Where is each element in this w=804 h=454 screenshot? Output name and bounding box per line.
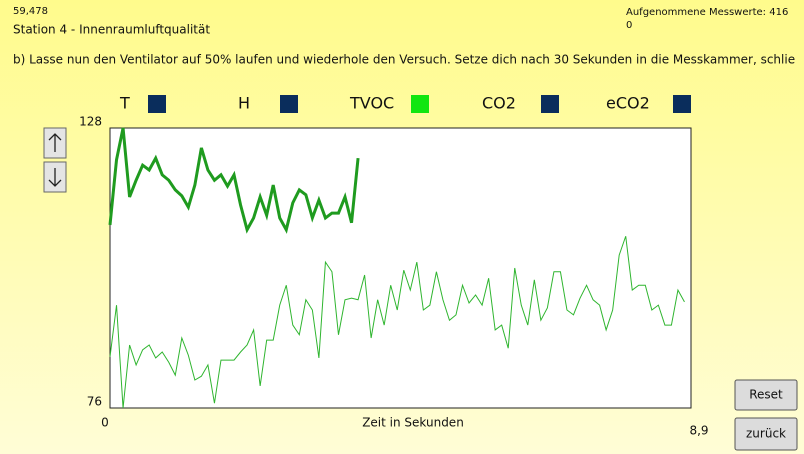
legend-label: T bbox=[119, 94, 130, 113]
station-title: Station 4 - Innenraumluftqualität bbox=[13, 23, 210, 37]
data-line bbox=[108, 127, 360, 234]
legend-label: H bbox=[238, 94, 250, 113]
y-tick-label: 128 bbox=[79, 115, 102, 129]
back-button[interactable]: zurück bbox=[734, 417, 798, 451]
sample-count: Aufgenommene Messwerte: 416 bbox=[626, 7, 788, 18]
x-axis-title: Zeit in Sekunden bbox=[362, 416, 464, 430]
x-tick-label: 0 bbox=[101, 416, 109, 430]
scroll-down[interactable] bbox=[43, 161, 67, 193]
status: 0 bbox=[626, 20, 632, 31]
instruction: b) Lasse nun den Ventilator auf 50% lauf… bbox=[13, 53, 795, 67]
legend-toggle[interactable] bbox=[673, 95, 691, 113]
plot-area bbox=[109, 127, 692, 409]
legend-toggle[interactable] bbox=[280, 95, 298, 113]
legend-label: eCO2 bbox=[606, 94, 650, 113]
data-line bbox=[109, 236, 685, 409]
legend-label: CO2 bbox=[482, 94, 516, 113]
legend-toggle[interactable] bbox=[411, 95, 429, 113]
legend-toggle[interactable] bbox=[148, 95, 166, 113]
scroll-up[interactable] bbox=[43, 127, 67, 159]
legend-label: TVOC bbox=[349, 94, 394, 113]
legend-toggle[interactable] bbox=[541, 95, 559, 113]
back-label: zurück bbox=[746, 427, 786, 441]
x-tick-label: 8,9 bbox=[689, 424, 708, 438]
reset-button[interactable]: Reset bbox=[734, 379, 798, 411]
reset-label: Reset bbox=[749, 388, 783, 402]
counter: 59,478 bbox=[13, 6, 48, 17]
y-tick-label: 76 bbox=[87, 395, 102, 409]
